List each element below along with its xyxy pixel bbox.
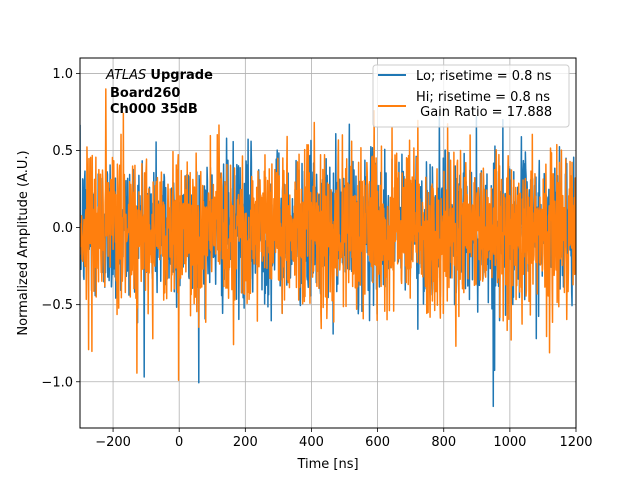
annotation-channel: Ch000 35dB (110, 102, 198, 117)
y-tick-label: 0.5 (52, 144, 73, 159)
legend-label-line: Lo; risetime = 0.8 ns (416, 69, 552, 84)
y-tick-label: −1.0 (41, 375, 73, 390)
y-tick-label: 1.0 (52, 67, 73, 82)
legend-label-hi: Hi; risetime = 0.8 ns Gain Ratio = 17.88… (416, 90, 552, 120)
x-tick-label: 400 (299, 435, 324, 450)
y-axis-ticks: −1.0 −0.5 0.0 0.5 1.0 (41, 67, 80, 390)
legend-label-line: Gain Ratio = 17.888 (416, 105, 552, 120)
legend-label-line: Hi; risetime = 0.8 ns (416, 90, 550, 105)
x-tick-label: 600 (365, 435, 390, 450)
series-line-hi (80, 88, 576, 381)
annotation-atlas: ATLAS (105, 68, 146, 83)
legend-box (372, 64, 570, 128)
annotation-upgrade: Upgrade (150, 68, 213, 83)
y-tick-label: −0.5 (41, 298, 73, 313)
x-tick-label: 800 (431, 435, 456, 450)
x-tick-label: 0 (175, 435, 183, 450)
annotation-line1: ATLAS Upgrade (105, 68, 213, 83)
annotation-board: Board260 (110, 86, 180, 101)
plot-frame (79, 57, 577, 429)
y-tick-label: 0.0 (52, 221, 73, 236)
legend: Lo; risetime = 0.8 ns Hi; risetime = 0.8… (372, 64, 570, 128)
series-layer (80, 88, 576, 408)
x-tick-label: 1000 (493, 435, 526, 450)
x-tick-label: −200 (95, 435, 131, 450)
y-axis-label: Normalized Amplitude (A.U.) (16, 150, 31, 335)
plot-area (80, 88, 576, 408)
legend-label-lo: Lo; risetime = 0.8 ns (416, 69, 552, 84)
x-axis-ticks: −200 0 200 400 600 800 1000 1200 (95, 428, 593, 450)
x-tick-label: 200 (233, 435, 258, 450)
x-tick-label: 1200 (559, 435, 592, 450)
x-axis-label: Time [ns] (296, 457, 358, 472)
